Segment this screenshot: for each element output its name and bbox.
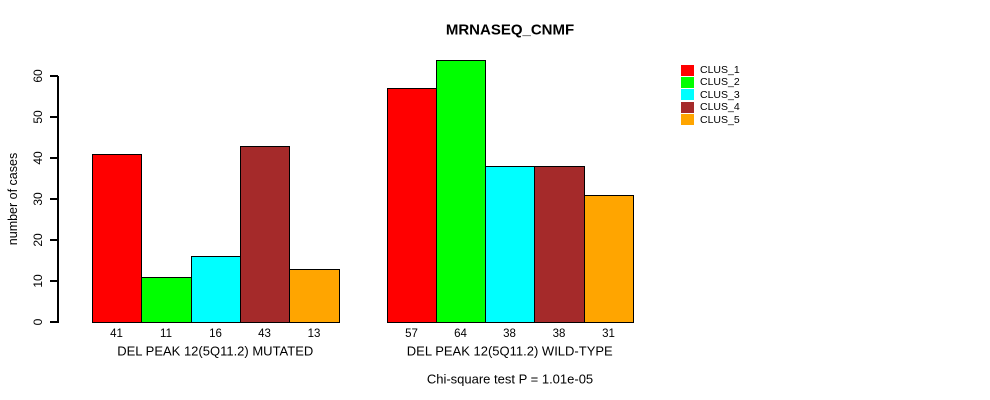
bar-value-label: 38 [552, 327, 566, 340]
bar [191, 256, 241, 323]
y-tick-label: 10 [31, 274, 45, 288]
group-label: DEL PEAK 12(5Q11.2) MUTATED [117, 343, 314, 359]
legend-label: CLUS_3 [700, 88, 740, 101]
y-tick [50, 116, 58, 118]
y-tick [50, 280, 58, 282]
bar [584, 194, 634, 323]
legend-label: CLUS_2 [700, 76, 740, 89]
legend-swatch [681, 64, 694, 76]
legend-label: CLUS_1 [700, 64, 740, 76]
bar [485, 166, 535, 323]
bar [92, 153, 142, 323]
y-tick-label: 60 [31, 69, 45, 83]
bar [289, 268, 340, 323]
bar [387, 88, 437, 323]
chart-title: MRNASEQ_CNMF [445, 21, 575, 39]
legend-label: CLUS_4 [700, 101, 740, 114]
y-tick-label: 40 [31, 151, 45, 165]
y-axis-label: number of cases [6, 152, 20, 246]
legend-item: CLUS_1 [681, 64, 740, 76]
y-tick [50, 75, 58, 77]
bar-value-label: 43 [258, 327, 271, 340]
bar [436, 59, 486, 323]
y-tick-label: 20 [31, 233, 45, 247]
y-tick-label: 0 [31, 318, 45, 326]
y-tick [50, 157, 58, 159]
bar-value-label: 41 [110, 327, 123, 340]
y-tick-label: 30 [31, 192, 45, 206]
legend-item: CLUS_4 [681, 101, 740, 113]
group-label: DEL PEAK 12(5Q11.2) WILD-TYPE [406, 343, 613, 359]
legend-item: CLUS_5 [681, 114, 740, 126]
bar-value-label: 16 [209, 327, 222, 340]
bar-value-label: 64 [454, 327, 467, 340]
legend-item: CLUS_2 [681, 76, 740, 88]
annotation-text: Chi-square test P = 1.01e-05 [426, 371, 594, 387]
y-tick-label: 50 [31, 110, 45, 124]
bar [534, 166, 585, 323]
legend-swatch [681, 114, 694, 126]
legend-label: CLUS_5 [700, 113, 740, 126]
legend-item: CLUS_3 [681, 89, 740, 101]
y-tick [50, 239, 58, 241]
y-tick [50, 321, 58, 323]
bar-value-label: 57 [405, 327, 418, 340]
legend-swatch [681, 89, 694, 101]
legend-swatch [681, 101, 694, 113]
y-tick [50, 198, 58, 200]
bar-value-label: 13 [307, 327, 321, 340]
bar [240, 145, 290, 323]
bar-value-label: 31 [602, 327, 615, 340]
bar-value-label: 11 [160, 327, 172, 340]
bar [141, 276, 192, 323]
bar-value-label: 38 [503, 327, 516, 340]
legend-swatch [681, 76, 694, 88]
